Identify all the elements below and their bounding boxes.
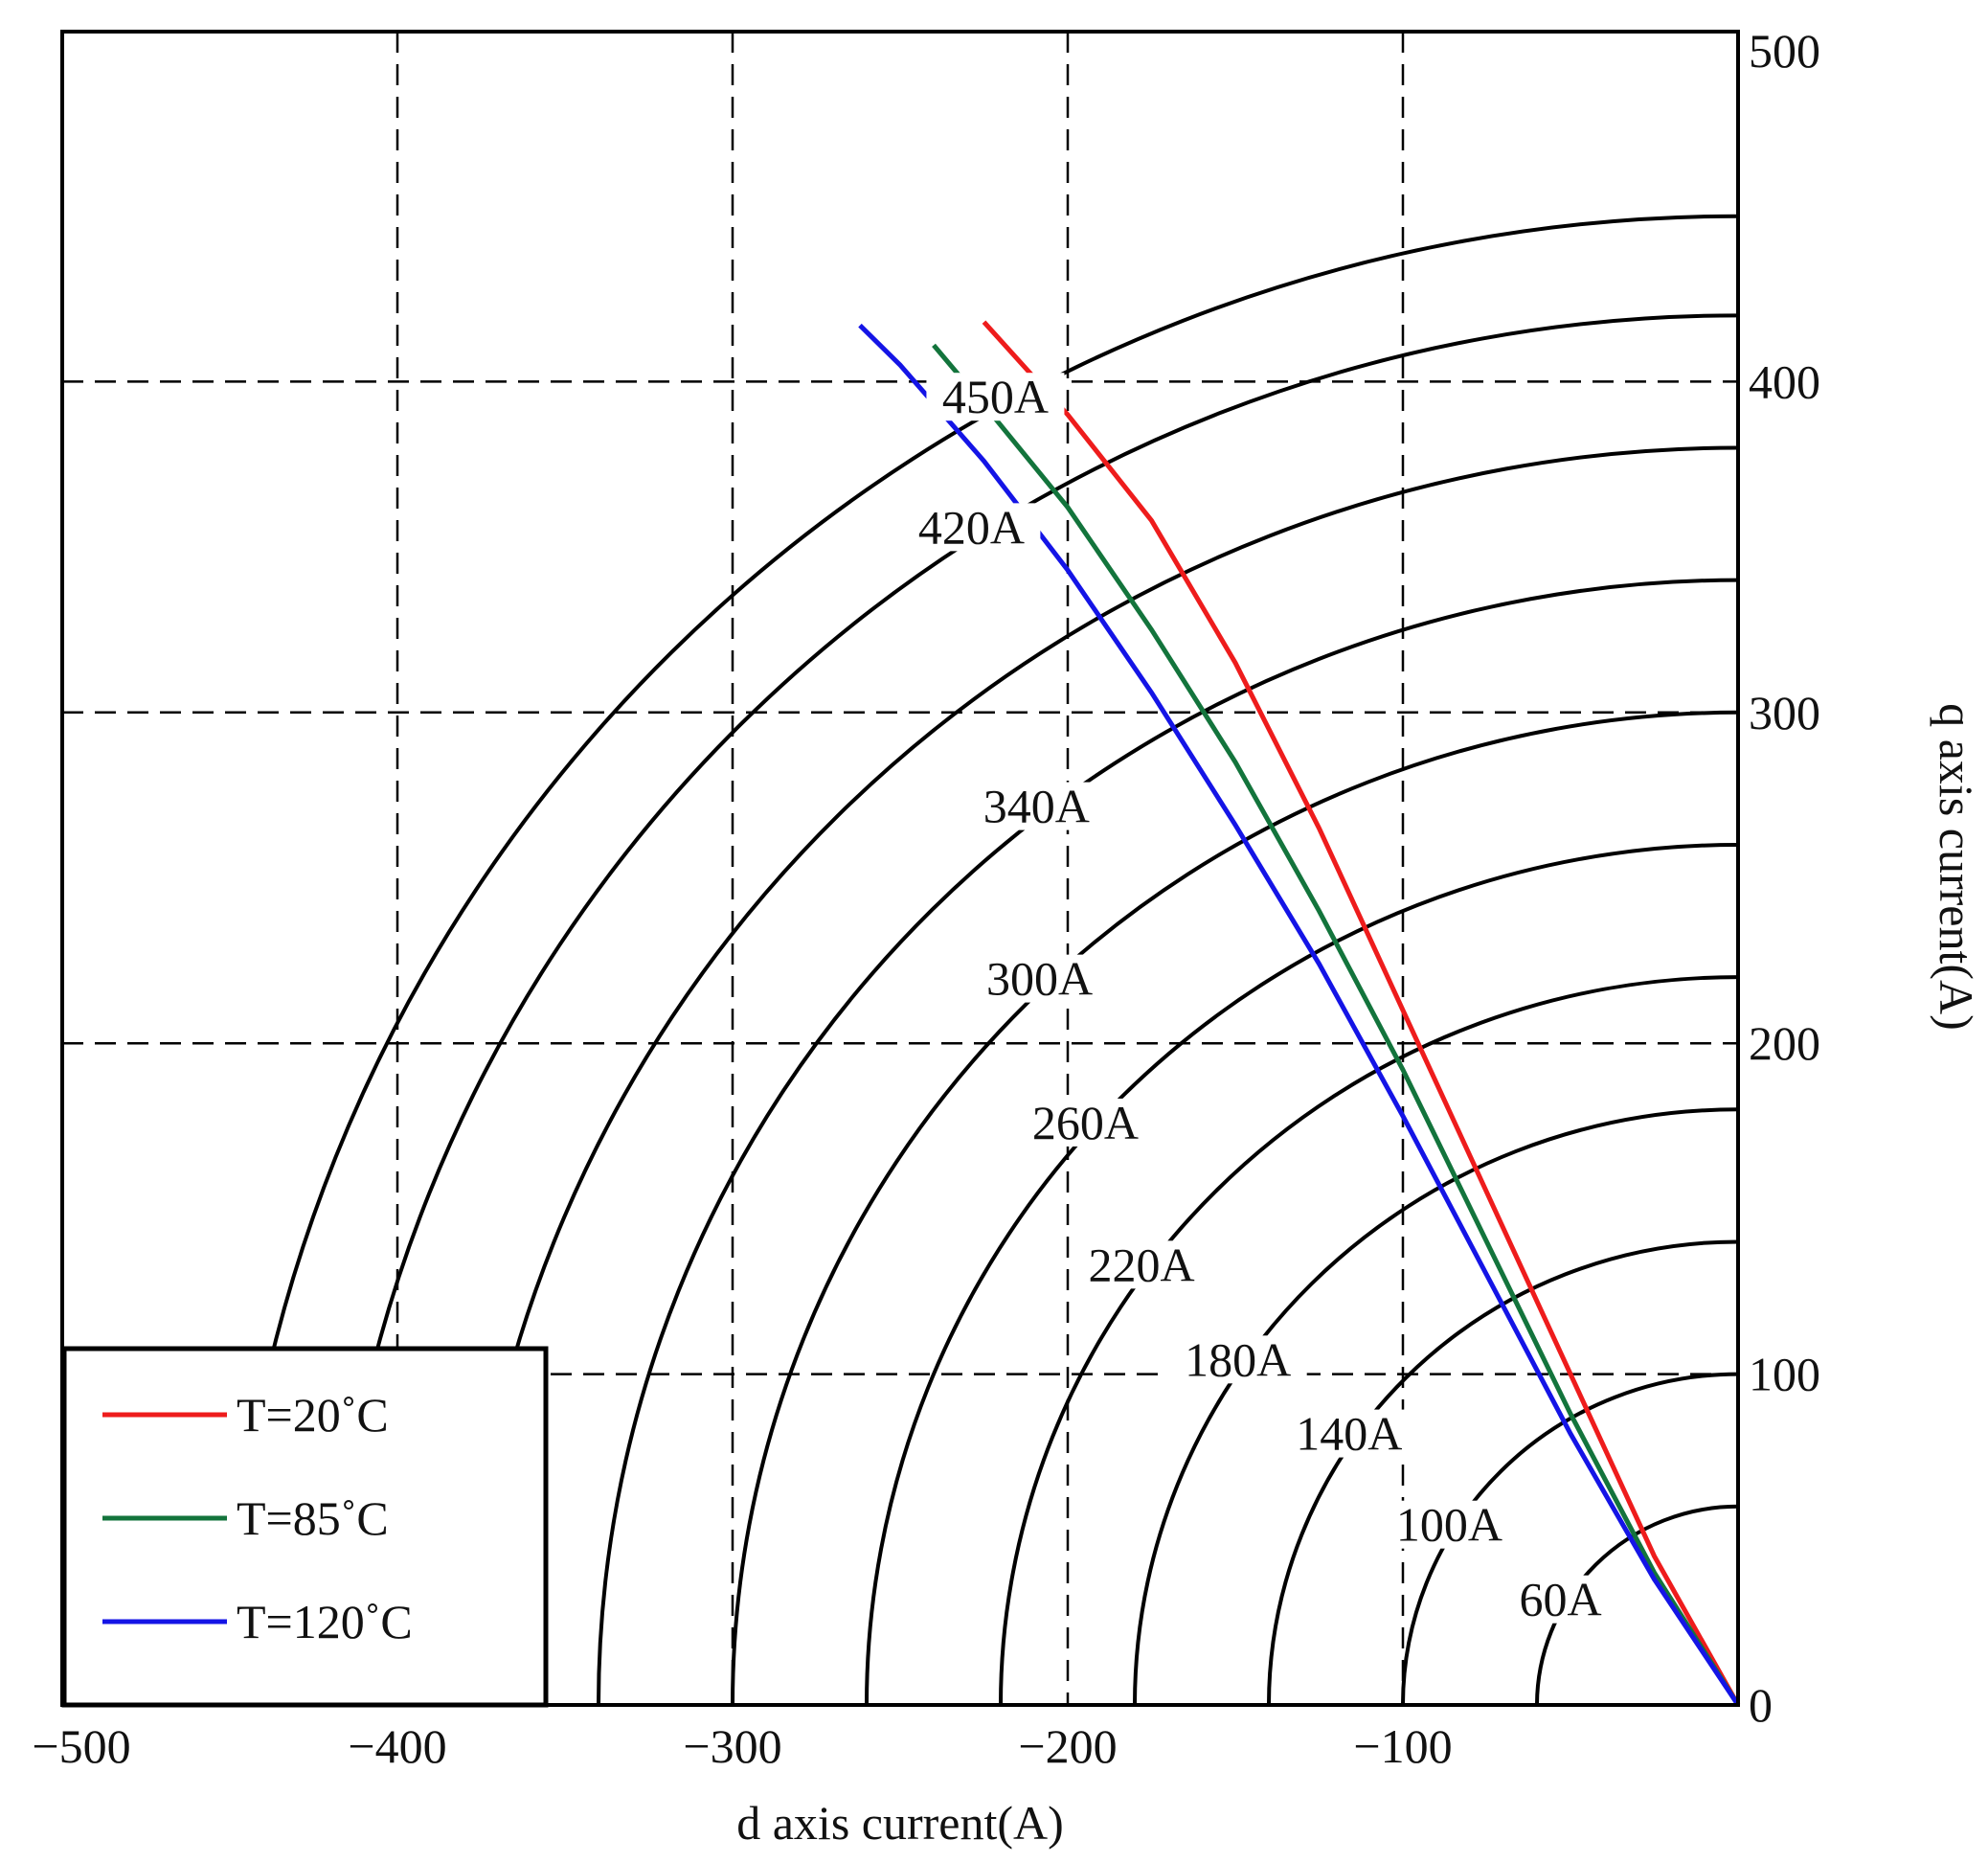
arc-label-group: 340A xyxy=(967,780,1106,833)
arc-label-group: 100A xyxy=(1380,1498,1519,1552)
current-circle-100 xyxy=(1401,1372,1739,1706)
y-tick-label: 400 xyxy=(1749,354,1820,408)
series-line-0 xyxy=(982,320,1741,1707)
arc-label-140: 140A xyxy=(1296,1407,1402,1461)
arc-label-group: 220A xyxy=(1073,1238,1211,1291)
current-circle-260 xyxy=(865,842,1739,1706)
arc-label-bg xyxy=(1168,1335,1307,1384)
arc-label-100: 100A xyxy=(1396,1498,1502,1552)
y-axis-title: q axis current(A) xyxy=(1930,703,1983,1031)
arc-label-group: 140A xyxy=(1279,1407,1418,1461)
current-circle-140 xyxy=(1267,1239,1739,1706)
arc-label-group: 420A xyxy=(902,500,1041,554)
y-tick-label: 500 xyxy=(1749,24,1820,78)
arc-label-bg xyxy=(1380,1500,1519,1549)
x-tick-label: −200 xyxy=(1018,1719,1117,1773)
arc-label-group: 60A xyxy=(1491,1573,1630,1626)
mtpa-curves xyxy=(858,320,1741,1707)
arc-label-bg xyxy=(1073,1240,1211,1289)
arc-label-260: 260A xyxy=(1032,1096,1139,1149)
arc-label-group: 450A xyxy=(926,370,1065,423)
legend-label-2: T=120˚C xyxy=(237,1595,413,1648)
arc-label-bg xyxy=(1491,1575,1630,1624)
current-circle-450 xyxy=(228,214,1739,1706)
y-tick-label: 200 xyxy=(1749,1016,1820,1070)
arc-label-group: 180A xyxy=(1168,1332,1307,1386)
x-tick-label: −300 xyxy=(683,1719,781,1773)
series-line-2 xyxy=(858,323,1741,1707)
current-circle-220 xyxy=(999,975,1739,1706)
y-tick-label: 300 xyxy=(1749,686,1820,739)
arc-label-group: 300A xyxy=(970,952,1109,1006)
current-circle-380 xyxy=(463,445,1739,1706)
arc-label-group: 260A xyxy=(1016,1096,1155,1149)
current-circles xyxy=(228,214,1739,1706)
arc-label-bg xyxy=(926,373,1065,421)
arc-label-340: 340A xyxy=(983,780,1090,833)
arc-label-60: 60A xyxy=(1520,1573,1602,1626)
series-line-1 xyxy=(932,343,1741,1707)
x-axis-title: d axis current(A) xyxy=(736,1796,1064,1850)
current-circle-60 xyxy=(1535,1504,1739,1706)
y-tick-label: 100 xyxy=(1749,1348,1820,1401)
arc-label-bg xyxy=(1016,1098,1155,1147)
x-tick-label: −500 xyxy=(32,1719,130,1773)
arc-label-450: 450A xyxy=(942,370,1049,423)
arc-label-bg xyxy=(902,503,1041,552)
y-tick-label: 0 xyxy=(1749,1678,1773,1732)
arc-label-300: 300A xyxy=(986,952,1093,1006)
legend: T=20˚C T=85˚C T=120˚C xyxy=(61,1346,549,1708)
legend-label-1: T=85˚C xyxy=(237,1491,389,1545)
arc-label-220: 220A xyxy=(1089,1238,1195,1291)
x-tick-label: −400 xyxy=(348,1719,446,1773)
legend-box xyxy=(61,1346,549,1708)
arc-label-420: 420A xyxy=(918,500,1025,554)
current-circle-340 xyxy=(597,578,1739,1706)
arc-label-bg xyxy=(1279,1409,1418,1458)
current-circle-300 xyxy=(731,710,1739,1706)
current-circle-180 xyxy=(1133,1107,1739,1706)
x-tick-label: −100 xyxy=(1353,1719,1452,1773)
arc-label-180: 180A xyxy=(1185,1332,1291,1386)
legend-label-0: T=20˚C xyxy=(237,1388,389,1442)
arc-label-bg xyxy=(970,954,1109,1003)
arc-label-bg xyxy=(967,782,1106,830)
plot-frame xyxy=(60,30,1740,1707)
tick-labels: −500 −400 −300 −200 −100 0 100 200 300 400 500 xyxy=(32,24,1820,1773)
